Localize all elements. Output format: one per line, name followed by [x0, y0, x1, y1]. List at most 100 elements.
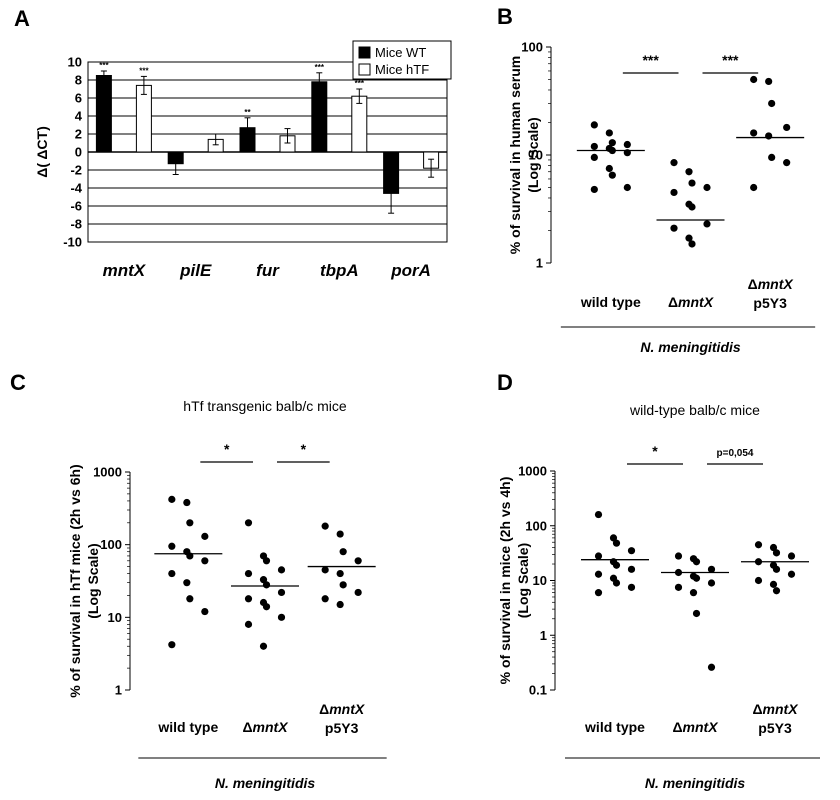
category-label: ΔmntX [242, 719, 289, 735]
species-label-b: N. meningitidis [640, 339, 741, 355]
y-tick-label: 100 [100, 537, 122, 552]
data-point [685, 168, 693, 176]
data-point [201, 557, 209, 565]
species-label-c: N. meningitidis [215, 775, 316, 791]
y-tick-label: 6 [75, 91, 82, 106]
data-point [277, 613, 286, 621]
category-label: wild type [580, 294, 641, 310]
data-point [609, 534, 618, 542]
y-tick-label: -2 [70, 163, 82, 178]
category-label: ΔmntX p5Y3 [752, 701, 799, 736]
data-point [772, 549, 781, 557]
significance-mark: *** [355, 79, 365, 88]
legend-label: Mice WT [375, 45, 426, 60]
category-label: wild type [584, 719, 645, 735]
bar-mice-htf [351, 95, 368, 153]
y-tick-label: 2 [75, 127, 82, 142]
data-point [783, 159, 791, 167]
significance-label: * [224, 441, 230, 457]
significance-mark: *** [139, 66, 149, 75]
data-point [590, 121, 598, 129]
data-point [765, 132, 773, 140]
data-point [354, 588, 362, 597]
data-point [201, 607, 209, 616]
data-point [612, 561, 621, 569]
category-label-pora: porA [390, 261, 431, 280]
y-tick-label: 100 [521, 40, 543, 55]
data-point [707, 663, 716, 671]
data-point [692, 558, 701, 566]
data-point [608, 171, 616, 179]
y-tick-label: -6 [70, 199, 82, 214]
significance-mark: ** [244, 108, 251, 117]
data-point [670, 188, 678, 197]
data-point [336, 530, 344, 538]
category-label: wild type [157, 719, 218, 735]
data-point [750, 129, 758, 137]
data-point [787, 570, 796, 578]
y-axis-label-c: % of survival in hTf mice (2h vs 6h) (Log… [67, 464, 101, 697]
data-point [244, 569, 253, 578]
significance-label: *** [722, 52, 739, 68]
data-point [612, 539, 621, 547]
data-point [783, 123, 791, 132]
data-point [277, 588, 286, 597]
category-label-tbpa: tbpA [320, 261, 359, 280]
panel-title-d: wild-type balb/c mice [629, 402, 760, 418]
data-point [703, 220, 711, 228]
data-point [168, 495, 176, 503]
data-point [772, 587, 781, 595]
panel-label-c: C [10, 370, 26, 395]
data-point [787, 552, 796, 560]
species-label-d: N. meningitidis [645, 775, 746, 791]
data-point [692, 609, 701, 618]
data-point [689, 589, 698, 597]
data-point [186, 595, 194, 603]
data-point [262, 581, 271, 589]
data-point [750, 183, 758, 192]
data-point [608, 139, 616, 147]
y-tick-label: 4 [75, 109, 83, 124]
data-point [707, 579, 716, 587]
data-point [594, 510, 603, 519]
y-tick-label: -8 [70, 217, 82, 232]
y-axis-label-b: % of survival in human serum (Log Scale) [507, 56, 541, 254]
data-point [754, 576, 763, 585]
category-label: ΔmntX p5Y3 [319, 701, 366, 736]
y-tick-label: -4 [70, 181, 82, 196]
data-point [244, 519, 253, 527]
data-point [262, 603, 271, 611]
data-point [685, 234, 693, 242]
data-point [259, 642, 268, 650]
data-point [168, 569, 176, 578]
y-tick-label: 10 [68, 55, 82, 70]
data-point [670, 224, 678, 232]
data-point [623, 183, 631, 192]
bar-mice-wt [311, 81, 328, 153]
data-point [605, 164, 613, 173]
data-point [354, 557, 362, 565]
data-point [336, 600, 344, 609]
y-tick-label: 10 [108, 610, 122, 625]
category-label: ΔmntX [668, 294, 715, 310]
data-point [594, 589, 603, 597]
y-tick-label: 0.1 [529, 683, 547, 698]
data-point [688, 203, 696, 211]
data-point [339, 548, 347, 556]
data-point [772, 565, 781, 573]
data-point [754, 541, 763, 549]
y-tick-label: 1 [115, 683, 122, 698]
data-point [707, 565, 716, 573]
y-tick-label: 0 [75, 145, 82, 160]
category-label: ΔmntX p5Y3 [748, 276, 795, 311]
panel-label-b: B [497, 4, 513, 29]
data-point [594, 570, 603, 578]
data-point [627, 565, 636, 573]
data-point [627, 547, 636, 555]
data-point [605, 129, 613, 137]
data-point [168, 542, 176, 550]
data-point [201, 532, 209, 540]
data-point [688, 240, 696, 248]
data-point [703, 183, 711, 192]
